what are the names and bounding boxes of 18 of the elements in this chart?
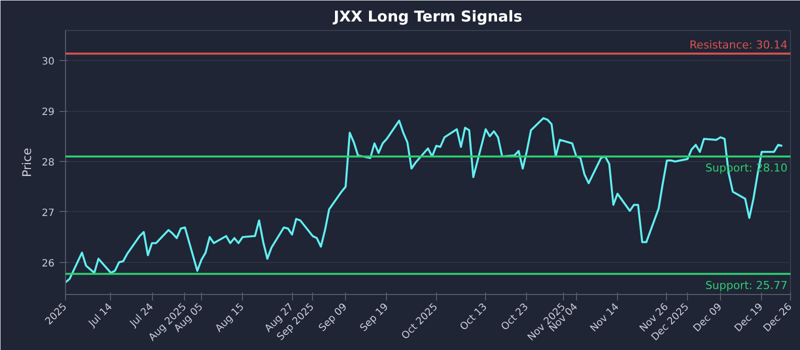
x-tick-label: Nov 14 [588, 302, 622, 334]
ref-line-label: Support: 25.77 [705, 278, 788, 292]
y-axis-title: Price [20, 148, 34, 178]
y-tick-label: 28 [42, 157, 55, 168]
chart-title: JXX Long Term Signals [332, 8, 522, 26]
x-tick-label: Oct 13 [458, 302, 490, 333]
ref-line-label: Resistance: 30.14 [690, 38, 788, 52]
y-tick-label: 26 [42, 258, 55, 270]
x-tick-label: Jul 24 [128, 302, 156, 330]
x-tick-label: Sep 19 [358, 302, 391, 334]
y-tick-label: 27 [42, 208, 55, 219]
x-tick-label: Oct 23 [499, 302, 531, 333]
y-tick-label: 29 [42, 107, 55, 118]
x-tick-label: Sep 09 [317, 302, 350, 334]
y-tick-label: 30 [42, 56, 55, 68]
x-tick-label: Dec 26 [762, 302, 794, 334]
x-tick-label: Dec 09 [692, 302, 724, 334]
x-tick-label: Jul 14 [86, 302, 115, 330]
